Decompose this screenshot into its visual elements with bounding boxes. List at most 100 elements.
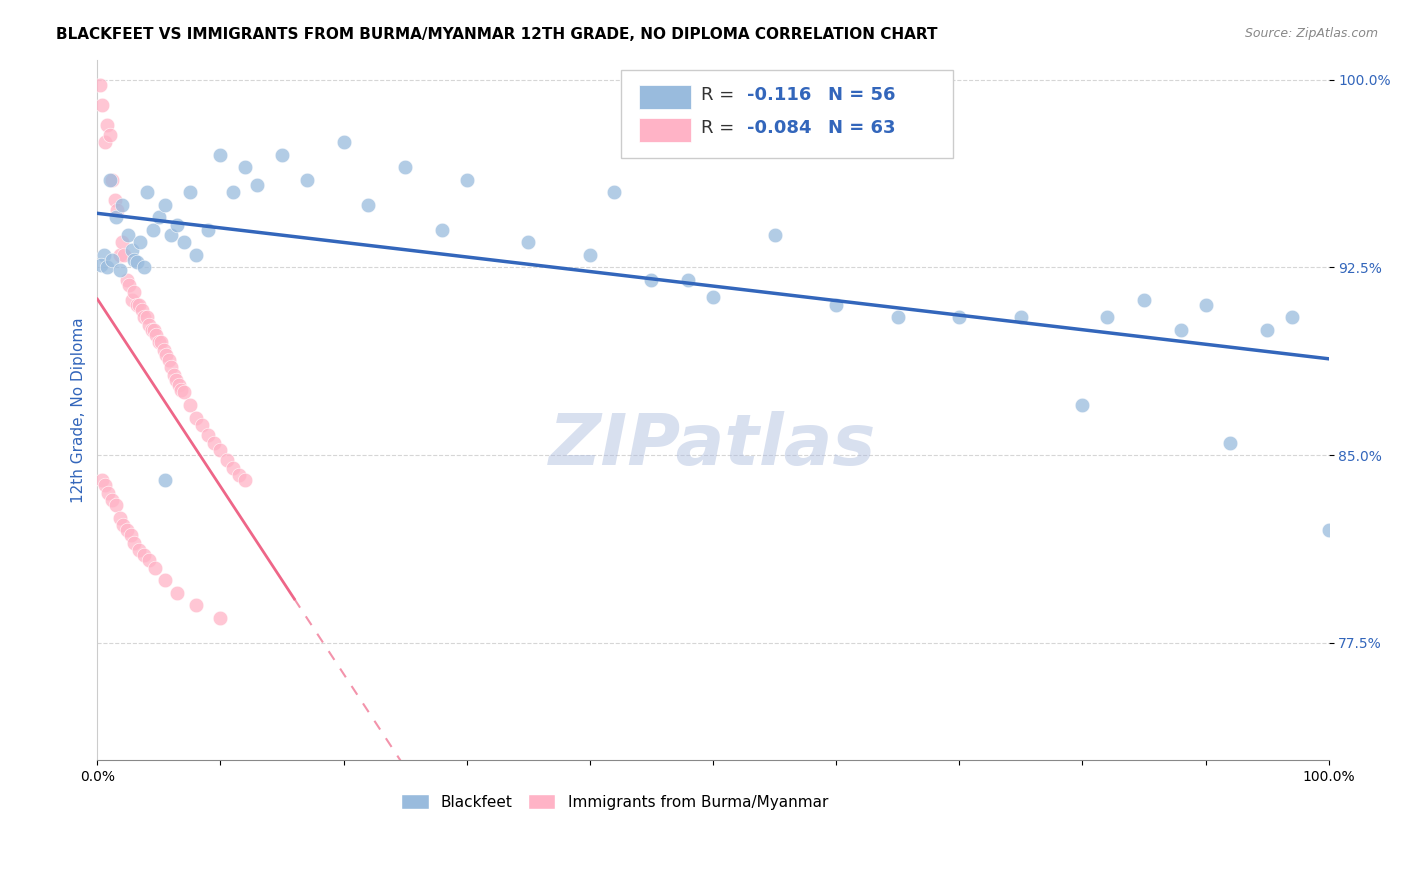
Point	[1317, 523, 1340, 537]
Point	[134, 548, 156, 562]
Point	[1010, 310, 1032, 325]
Point	[179, 186, 201, 200]
Point	[1071, 398, 1094, 412]
FancyBboxPatch shape	[640, 85, 690, 109]
Point	[104, 211, 127, 225]
Point	[98, 128, 121, 142]
Point	[89, 78, 111, 92]
Point	[825, 298, 848, 312]
Point	[153, 198, 176, 212]
Point	[246, 178, 269, 192]
Text: -0.116: -0.116	[748, 86, 811, 103]
Point	[197, 223, 219, 237]
Text: BLACKFEET VS IMMIGRANTS FROM BURMA/MYANMAR 12TH GRADE, NO DIPLOMA CORRELATION CH: BLACKFEET VS IMMIGRANTS FROM BURMA/MYANM…	[56, 27, 938, 42]
Text: R =: R =	[700, 120, 740, 137]
Point	[166, 585, 188, 599]
Point	[153, 473, 176, 487]
Legend: Blackfeet, Immigrants from Burma/Myanmar: Blackfeet, Immigrants from Burma/Myanmar	[395, 788, 834, 816]
Point	[121, 243, 143, 257]
Point	[233, 160, 256, 174]
Point	[104, 498, 127, 512]
Point	[135, 310, 157, 325]
Point	[134, 260, 156, 275]
Point	[131, 302, 153, 317]
Point	[105, 202, 128, 217]
Point	[115, 523, 138, 537]
Point	[101, 172, 124, 186]
Point	[101, 493, 124, 508]
Point	[763, 227, 786, 242]
Point	[430, 223, 453, 237]
Point	[153, 343, 176, 357]
Point	[167, 378, 190, 392]
Point	[640, 273, 662, 287]
Point	[1133, 293, 1156, 307]
Point	[134, 310, 156, 325]
FancyBboxPatch shape	[620, 70, 953, 158]
Point	[163, 368, 186, 382]
Text: -0.084: -0.084	[748, 120, 813, 137]
Point	[111, 198, 134, 212]
Point	[128, 298, 150, 312]
Y-axis label: 12th Grade, No Diploma: 12th Grade, No Diploma	[72, 318, 86, 503]
Point	[173, 385, 195, 400]
Point	[153, 573, 176, 587]
Point	[394, 160, 416, 174]
Point	[184, 598, 207, 612]
Point	[332, 135, 354, 149]
Point	[184, 410, 207, 425]
Point	[166, 218, 188, 232]
Point	[135, 186, 157, 200]
Point	[1194, 298, 1216, 312]
Point	[108, 248, 131, 262]
Text: Source: ZipAtlas.com: Source: ZipAtlas.com	[1244, 27, 1378, 40]
Point	[93, 478, 115, 492]
Point	[456, 172, 478, 186]
Point	[129, 235, 152, 250]
Point	[222, 460, 245, 475]
Point	[295, 172, 318, 186]
Point	[125, 298, 148, 312]
Point	[112, 518, 135, 533]
Point	[124, 285, 146, 300]
Point	[120, 528, 142, 542]
Point	[209, 443, 232, 458]
Point	[138, 553, 160, 567]
Point	[141, 323, 163, 337]
Point	[170, 383, 193, 397]
Point	[104, 193, 127, 207]
Point	[118, 277, 141, 292]
Point	[1281, 310, 1303, 325]
Point	[150, 335, 173, 350]
Point	[179, 398, 201, 412]
FancyBboxPatch shape	[640, 119, 690, 143]
Point	[155, 348, 177, 362]
Point	[148, 211, 170, 225]
Point	[115, 273, 138, 287]
Point	[517, 235, 540, 250]
Point	[117, 227, 139, 242]
Point	[165, 373, 187, 387]
Point	[125, 255, 148, 269]
Point	[678, 273, 700, 287]
Point	[202, 435, 225, 450]
Point	[111, 235, 134, 250]
Point	[228, 468, 250, 483]
Point	[233, 473, 256, 487]
Point	[209, 147, 232, 161]
Point	[93, 135, 115, 149]
Point	[124, 252, 146, 267]
Point	[157, 353, 180, 368]
Text: N = 63: N = 63	[828, 120, 896, 137]
Point	[90, 258, 112, 272]
Point	[184, 248, 207, 262]
Point	[142, 223, 165, 237]
Point	[160, 360, 183, 375]
Point	[121, 293, 143, 307]
Point	[145, 327, 167, 342]
Point	[1095, 310, 1118, 325]
Point	[222, 186, 245, 200]
Text: ZIPatlas: ZIPatlas	[550, 410, 877, 480]
Text: R =: R =	[700, 86, 740, 103]
Point	[197, 428, 219, 442]
